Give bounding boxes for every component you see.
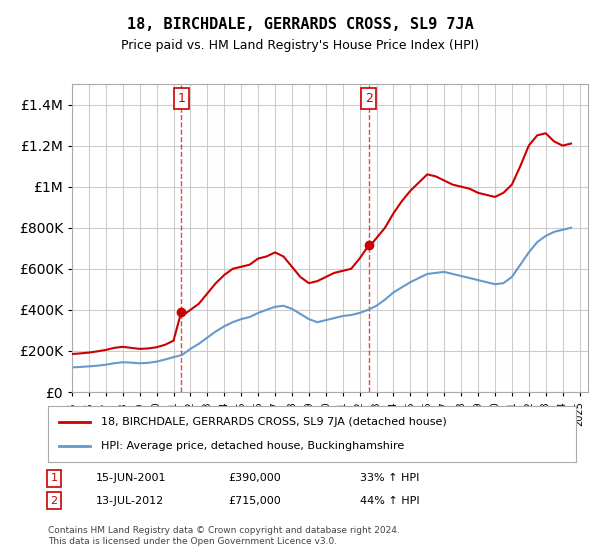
Text: £390,000: £390,000 <box>228 473 281 483</box>
Text: Price paid vs. HM Land Registry's House Price Index (HPI): Price paid vs. HM Land Registry's House … <box>121 39 479 52</box>
Text: 18, BIRCHDALE, GERRARDS CROSS, SL9 7JA (detached house): 18, BIRCHDALE, GERRARDS CROSS, SL9 7JA (… <box>101 417 446 427</box>
Text: 1: 1 <box>178 92 185 105</box>
Text: 15-JUN-2001: 15-JUN-2001 <box>96 473 167 483</box>
Text: Contains HM Land Registry data © Crown copyright and database right 2024.
This d: Contains HM Land Registry data © Crown c… <box>48 526 400 546</box>
Text: 18, BIRCHDALE, GERRARDS CROSS, SL9 7JA: 18, BIRCHDALE, GERRARDS CROSS, SL9 7JA <box>127 17 473 32</box>
Text: 1: 1 <box>50 473 58 483</box>
Text: 33% ↑ HPI: 33% ↑ HPI <box>360 473 419 483</box>
Text: £715,000: £715,000 <box>228 496 281 506</box>
Text: HPI: Average price, detached house, Buckinghamshire: HPI: Average price, detached house, Buck… <box>101 441 404 451</box>
Text: 2: 2 <box>50 496 58 506</box>
Text: 2: 2 <box>365 92 373 105</box>
Text: 44% ↑ HPI: 44% ↑ HPI <box>360 496 419 506</box>
Text: 13-JUL-2012: 13-JUL-2012 <box>96 496 164 506</box>
